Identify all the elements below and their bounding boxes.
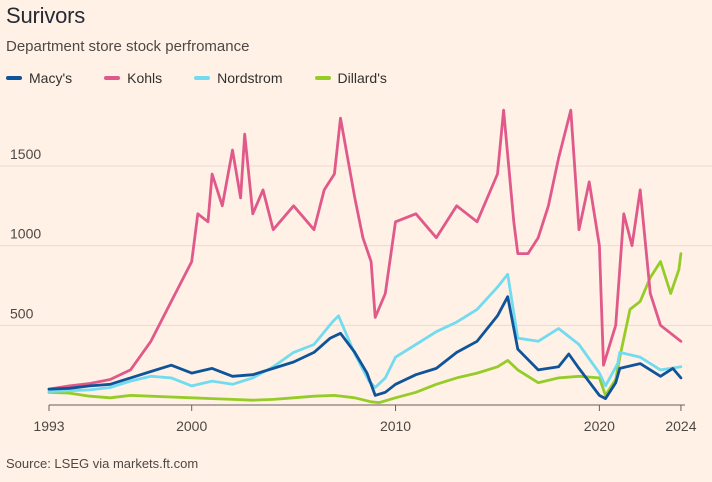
x-tick-label: 2010 — [380, 418, 411, 434]
chart-legend: Macy's Kohls Nordstrom Dillard's — [6, 68, 419, 88]
series-line-kohls — [47, 108, 683, 391]
series-line-macy-s — [47, 295, 683, 400]
y-tick-label: 1000 — [10, 226, 41, 242]
chart-subtitle: Department store stock perfromance — [6, 38, 250, 55]
y-tick-label: 1500 — [10, 146, 41, 162]
y-tick-label: 500 — [10, 305, 34, 321]
legend-label: Macy's — [29, 70, 73, 86]
series-line-nordstrom — [47, 272, 683, 393]
legend-swatch — [104, 76, 121, 80]
x-tick-label: 1993 — [33, 418, 64, 434]
legend-item: Macy's — [6, 70, 72, 86]
legend-item: Kohls — [104, 70, 162, 86]
legend-item: Nordstrom — [194, 70, 283, 86]
legend-label: Dillard's — [337, 70, 387, 86]
legend-swatch — [194, 76, 211, 80]
chart-source: Source: LSEG via markets.ft.com — [6, 456, 199, 471]
series-line-dillard-s — [47, 252, 683, 404]
chart-title: Surivors — [6, 3, 86, 28]
legend-swatch — [314, 76, 331, 80]
x-tick-label: 2000 — [176, 418, 207, 434]
x-tick-label: 2024 — [665, 418, 696, 434]
legend-label: Kohls — [127, 70, 163, 86]
legend-label: Nordstrom — [217, 70, 283, 86]
legend-swatch — [6, 76, 22, 80]
x-tick-label: 2020 — [584, 418, 615, 434]
legend-item: Dillard's — [314, 70, 387, 86]
